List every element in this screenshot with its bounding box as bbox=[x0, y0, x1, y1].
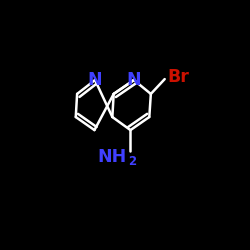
Text: Br: Br bbox=[168, 68, 190, 86]
Text: N: N bbox=[126, 71, 141, 89]
Text: 2: 2 bbox=[128, 155, 136, 168]
Text: N: N bbox=[88, 71, 102, 89]
Text: NH: NH bbox=[97, 148, 126, 166]
